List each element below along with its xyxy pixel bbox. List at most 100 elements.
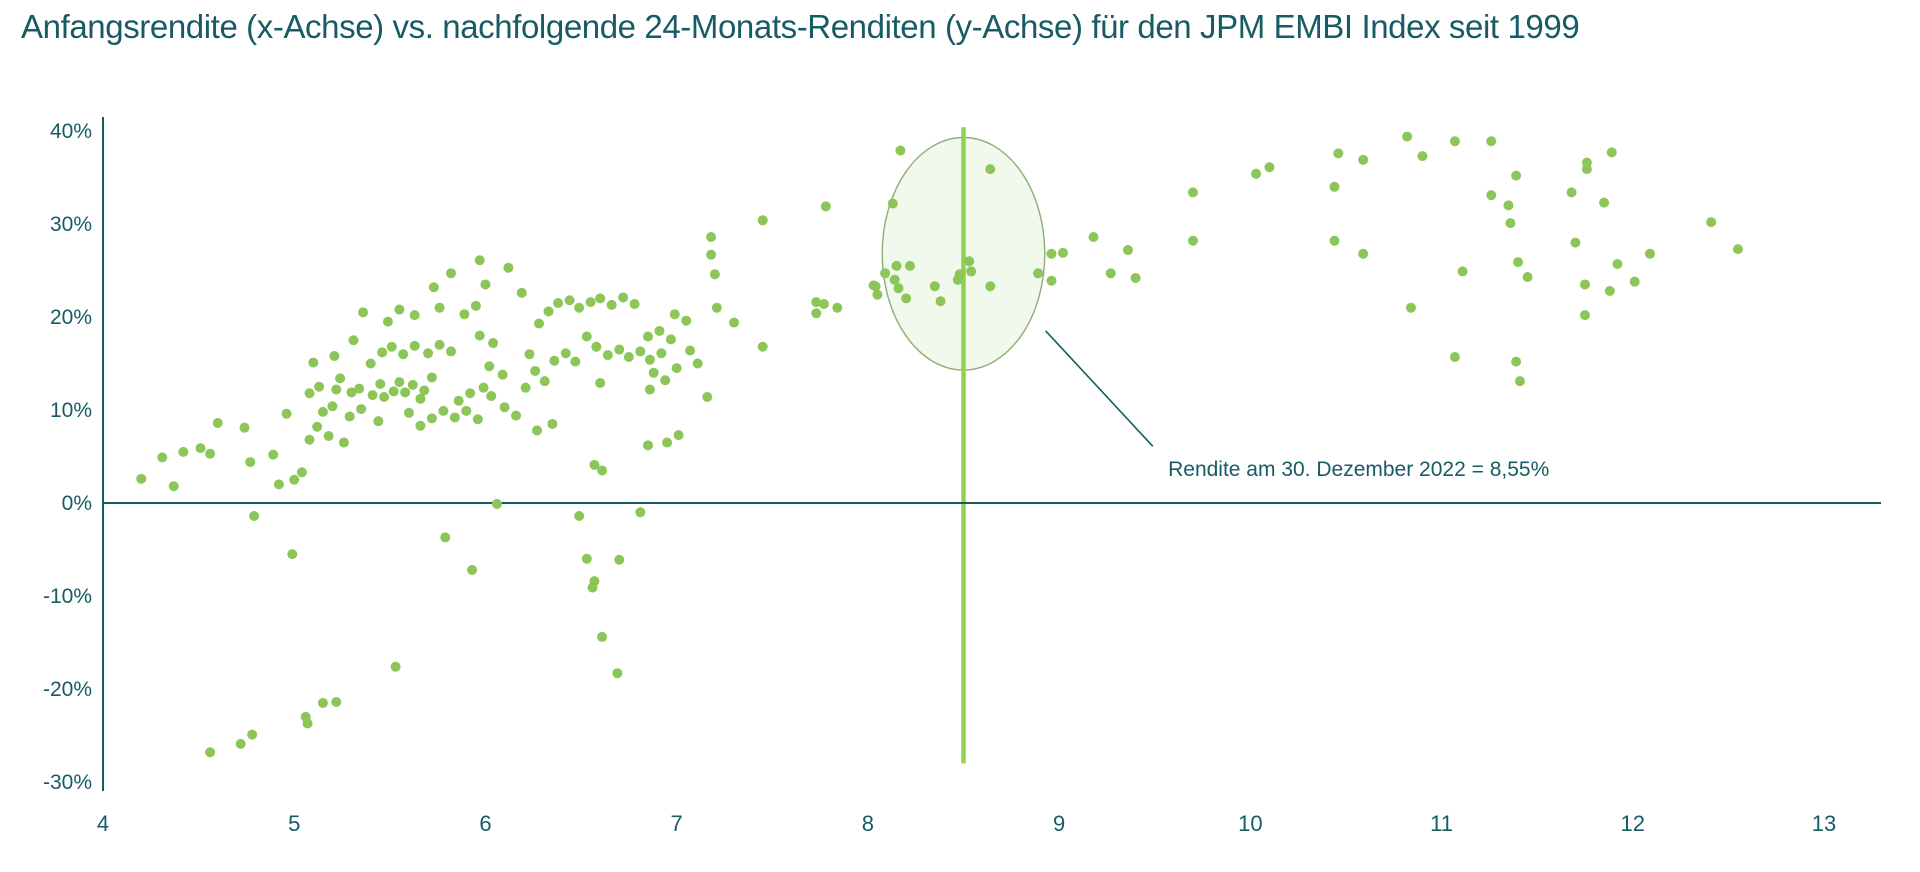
data-point [547, 418, 558, 429]
data-point [367, 390, 378, 401]
data-point [1187, 235, 1198, 246]
data-point [660, 375, 671, 386]
data-point [212, 418, 223, 429]
data-point [289, 474, 300, 485]
data-point [880, 268, 891, 279]
data-point [1599, 197, 1610, 208]
data-point [1604, 285, 1615, 296]
data-point [648, 367, 659, 378]
data-point [346, 387, 357, 398]
x-tick-label: 8 [862, 811, 874, 836]
data-point [1033, 268, 1044, 279]
data-point [348, 335, 359, 346]
data-point [904, 260, 915, 271]
data-point [434, 339, 445, 350]
data-point [614, 344, 625, 355]
data-point [365, 358, 376, 369]
data-point [574, 511, 585, 522]
x-tick-label: 12 [1621, 811, 1645, 836]
data-point [935, 296, 946, 307]
data-point [1251, 168, 1262, 179]
data-point [757, 341, 768, 352]
data-point [382, 316, 393, 327]
data-point [618, 292, 629, 303]
annotation-label: Rendite am 30. Dezember 2022 = 8,55% [1168, 458, 1550, 482]
data-point [400, 387, 411, 398]
data-point [623, 351, 634, 362]
data-point [1644, 248, 1655, 259]
data-point [589, 576, 600, 587]
data-point [465, 388, 476, 399]
x-tick-label: 7 [671, 811, 683, 836]
data-point [1046, 275, 1057, 286]
data-point [673, 430, 684, 441]
data-point [1449, 136, 1460, 147]
data-point [656, 348, 667, 359]
x-tick-label: 10 [1238, 811, 1262, 836]
data-point [612, 668, 623, 679]
data-point [729, 317, 740, 328]
data-point [1122, 245, 1133, 256]
data-point [136, 473, 147, 484]
data-point [461, 405, 472, 416]
data-point [317, 406, 328, 417]
data-point [597, 465, 608, 476]
data-point [629, 298, 640, 309]
data-point [296, 467, 307, 478]
data-point [511, 410, 522, 421]
data-point [595, 293, 606, 304]
data-point [1732, 244, 1743, 255]
data-point [560, 348, 571, 359]
data-point [331, 697, 342, 708]
data-point [602, 350, 613, 361]
chart-title: Anfangsrendite (x-Achse) vs. nachfolgend… [21, 8, 1580, 45]
y-tick-label: -30% [43, 771, 92, 794]
data-point [533, 318, 544, 329]
data-point [532, 425, 543, 436]
data-point [1522, 272, 1533, 283]
data-point [195, 443, 206, 454]
data-point [379, 391, 390, 402]
data-point [388, 386, 399, 397]
data-point [268, 449, 279, 460]
data-point [419, 385, 430, 396]
data-point [407, 379, 418, 390]
data-point [1333, 148, 1344, 159]
data-point [1417, 151, 1428, 162]
data-point [1505, 218, 1516, 229]
data-point [711, 302, 722, 313]
x-tick-label: 6 [479, 811, 491, 836]
data-point [409, 310, 420, 321]
data-point [1566, 187, 1577, 198]
data-point [1486, 136, 1497, 147]
data-point [539, 376, 550, 387]
data-point [459, 309, 470, 320]
data-point [1513, 257, 1524, 268]
data-point [446, 346, 457, 357]
data-point [497, 369, 508, 380]
data-point [901, 293, 912, 304]
data-point [287, 549, 298, 560]
data-point [642, 331, 653, 342]
data-point [1358, 154, 1369, 165]
data-point [644, 354, 655, 365]
data-point [524, 349, 535, 360]
data-point [1612, 258, 1623, 269]
data-point [1046, 248, 1057, 259]
data-point [543, 306, 554, 317]
data-point [478, 382, 489, 393]
data-point [581, 553, 592, 564]
data-point [1486, 190, 1497, 201]
data-point [635, 346, 646, 357]
data-point [570, 356, 581, 367]
data-point [516, 287, 527, 298]
x-tick-label: 5 [288, 811, 300, 836]
data-point [635, 507, 646, 518]
data-point [245, 457, 256, 468]
data-point [585, 297, 596, 308]
data-point [317, 697, 328, 708]
data-point [503, 262, 514, 273]
data-point [1187, 187, 1198, 198]
data-point [818, 298, 829, 309]
y-tick-label: -10% [43, 585, 92, 608]
